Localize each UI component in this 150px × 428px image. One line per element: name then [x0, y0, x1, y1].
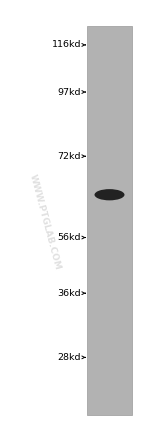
Text: 56kd: 56kd — [57, 233, 81, 242]
Text: 72kd: 72kd — [57, 152, 81, 161]
Text: 36kd: 36kd — [57, 288, 81, 298]
Text: 28kd: 28kd — [57, 353, 81, 362]
Text: 116kd: 116kd — [51, 40, 81, 50]
Bar — [87, 26, 132, 415]
Ellipse shape — [94, 189, 124, 200]
Text: 97kd: 97kd — [57, 87, 81, 97]
Text: WWW.PTGLAB.COM: WWW.PTGLAB.COM — [28, 174, 62, 271]
